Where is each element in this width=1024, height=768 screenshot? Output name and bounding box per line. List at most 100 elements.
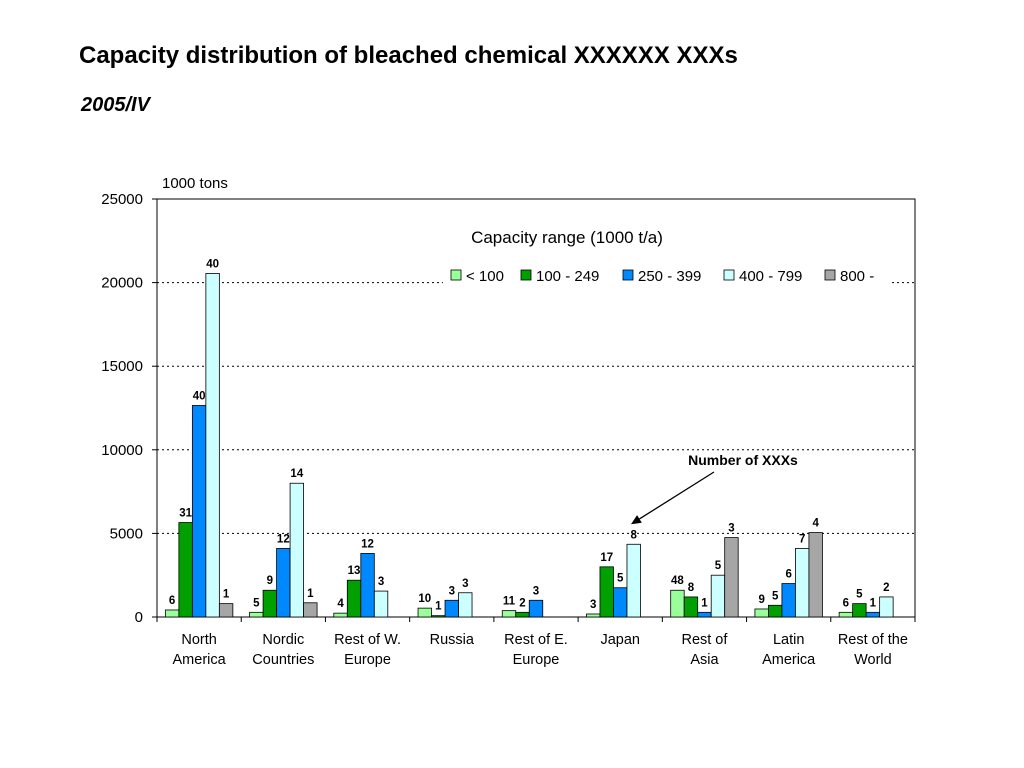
data-label: 48 xyxy=(671,575,684,587)
data-label: 3 xyxy=(449,585,455,597)
bar xyxy=(768,604,783,618)
x-category-label: Latin xyxy=(773,632,804,648)
data-label: 10 xyxy=(418,593,431,605)
data-label: 1 xyxy=(701,597,708,609)
data-label: 3 xyxy=(728,523,734,535)
bar xyxy=(444,599,459,618)
bar xyxy=(528,599,544,618)
bar xyxy=(249,611,264,618)
data-label: 5 xyxy=(617,573,624,585)
x-category-label: Asia xyxy=(690,652,719,668)
x-category-label: America xyxy=(173,652,227,668)
data-label: 2 xyxy=(883,582,889,594)
annotation-text: Number of XXXs xyxy=(688,452,798,468)
bar xyxy=(333,612,348,618)
annotation: Number of XXXs xyxy=(630,452,798,525)
x-category-label: Rest of W. xyxy=(334,632,401,648)
bar xyxy=(852,603,867,618)
bar xyxy=(191,405,207,618)
x-category-label: Europe xyxy=(513,652,560,668)
data-label: 5 xyxy=(856,589,863,601)
annotation-arrow xyxy=(639,471,715,520)
data-label: 6 xyxy=(843,597,849,609)
data-label: 6 xyxy=(785,569,791,581)
data-label: 5 xyxy=(772,590,779,602)
data-label: 3 xyxy=(533,585,539,597)
bar xyxy=(218,603,234,618)
bar xyxy=(613,587,628,618)
bar xyxy=(458,592,473,618)
bar xyxy=(289,482,304,618)
data-label: 3 xyxy=(378,576,384,588)
legend-entry: 250 - 399 xyxy=(638,268,701,285)
bar xyxy=(724,537,739,618)
bar xyxy=(599,566,614,618)
bar xyxy=(346,579,362,618)
gridlines xyxy=(157,282,915,534)
x-category-label: Rest of E. xyxy=(504,632,568,648)
bar xyxy=(697,611,712,618)
legend-entry: 100 - 249 xyxy=(536,268,599,285)
y-tick-label: 0 xyxy=(135,609,143,626)
x-category-label: North xyxy=(181,632,216,648)
data-label: 17 xyxy=(600,552,613,564)
bars xyxy=(164,273,894,618)
y-tick-label: 15000 xyxy=(101,358,143,375)
data-label: 1 xyxy=(307,588,314,600)
data-label: 13 xyxy=(348,565,361,577)
legend-swatch xyxy=(723,269,735,281)
bar xyxy=(795,548,810,618)
y-tick-label: 5000 xyxy=(110,525,143,542)
bar xyxy=(360,553,375,618)
legend-swatch xyxy=(520,269,532,281)
legend-entry: < 100 xyxy=(466,268,504,285)
legend: Capacity range (1000 t/a) < 100 100 - 249… xyxy=(443,228,889,288)
bar xyxy=(501,610,517,618)
x-category-label: Europe xyxy=(344,652,391,668)
bar xyxy=(838,611,854,618)
bar xyxy=(276,548,291,618)
bar xyxy=(626,543,641,618)
x-category-label: Japan xyxy=(600,632,640,648)
data-label: 4 xyxy=(337,598,344,610)
data-label: 6 xyxy=(169,595,175,607)
data-label: 14 xyxy=(290,468,303,480)
data-label: 40 xyxy=(193,390,206,402)
data-label: 4 xyxy=(812,518,819,530)
y-tick-label: 20000 xyxy=(101,275,143,292)
legend-swatch xyxy=(622,269,634,281)
annotation-arrowhead xyxy=(630,515,642,525)
x-category-label: Nordic xyxy=(262,632,304,648)
data-label: 8 xyxy=(631,529,638,541)
data-label: 40 xyxy=(206,258,219,270)
data-label: 1 xyxy=(435,601,442,613)
data-label: 3 xyxy=(590,599,596,611)
y-axis: 0 5000 10000 15000 20000 25000 xyxy=(101,191,157,626)
bar xyxy=(178,522,193,618)
chart-title: Capacity distribution of bleached chemic… xyxy=(79,42,738,69)
data-label: 12 xyxy=(277,533,290,545)
data-label: 1 xyxy=(870,597,877,609)
y-tick-label: 25000 xyxy=(101,191,143,208)
bar xyxy=(515,611,530,618)
legend-entry: 400 - 799 xyxy=(739,268,802,285)
bar xyxy=(879,596,894,618)
bar xyxy=(205,273,220,618)
y-tick-label: 10000 xyxy=(101,442,143,459)
bar xyxy=(586,613,601,618)
bar xyxy=(262,589,277,618)
x-category-label: Russia xyxy=(430,632,475,648)
data-label: 12 xyxy=(361,538,374,550)
data-label: 2 xyxy=(519,597,525,609)
data-label: 9 xyxy=(758,594,764,606)
bar xyxy=(781,583,796,618)
legend-swatch xyxy=(450,269,462,281)
data-label: 5 xyxy=(253,597,260,609)
bar xyxy=(431,615,446,618)
bar xyxy=(865,611,881,618)
legend-background xyxy=(443,262,889,288)
data-label: 11 xyxy=(503,596,516,608)
x-category-label: Countries xyxy=(252,652,314,668)
